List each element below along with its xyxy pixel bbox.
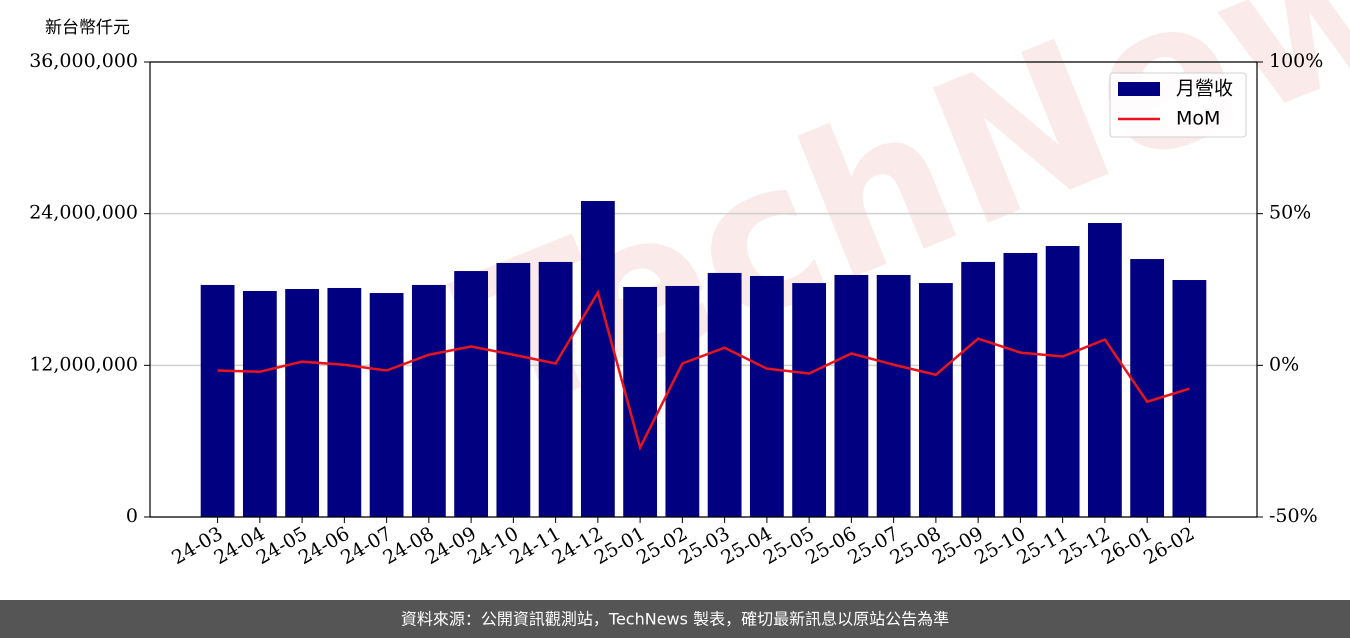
bar [665, 285, 700, 517]
bar [580, 201, 615, 517]
bar [876, 274, 911, 517]
bar [834, 274, 869, 517]
bar [707, 272, 742, 517]
bar [369, 293, 404, 517]
bar [961, 261, 996, 517]
footer-bar [0, 600, 1350, 638]
y-tick-label: 0 [126, 505, 138, 527]
y-tick-label: 12,000,000 [29, 353, 138, 375]
bar [327, 287, 362, 517]
y2-tick-label: -50% [1269, 505, 1318, 527]
y-tick-label: 36,000,000 [29, 50, 138, 72]
legend-label: MoM [1176, 108, 1220, 130]
bar [1045, 246, 1080, 517]
bar [538, 261, 573, 517]
bar [454, 271, 489, 517]
bar [792, 283, 827, 517]
y2-tick-label: 50% [1269, 202, 1311, 224]
bar [200, 284, 235, 517]
bar [1130, 259, 1165, 517]
bar [918, 283, 953, 517]
bar [749, 275, 784, 517]
footer: 資料來源：公開資訊觀測站，TechNews 製表，確切最新訊息以原站公告為準 [401, 610, 949, 629]
bar [242, 291, 277, 517]
y2-tick-label: 0% [1269, 353, 1299, 375]
bar [411, 284, 446, 517]
line [217, 289, 1190, 452]
legend-label: 月營收 [1176, 78, 1233, 100]
y2-tick-label: 100% [1269, 50, 1323, 72]
legend-swatch [1118, 82, 1160, 96]
bar [285, 288, 320, 517]
bar [1172, 280, 1207, 517]
y-axis-label: 新台幣仟元 [45, 18, 130, 38]
y-tick-label: 24,000,000 [29, 202, 138, 224]
plot-frame [149, 61, 1258, 518]
bar [496, 262, 531, 517]
bar [1087, 223, 1122, 517]
bar [1003, 252, 1038, 517]
